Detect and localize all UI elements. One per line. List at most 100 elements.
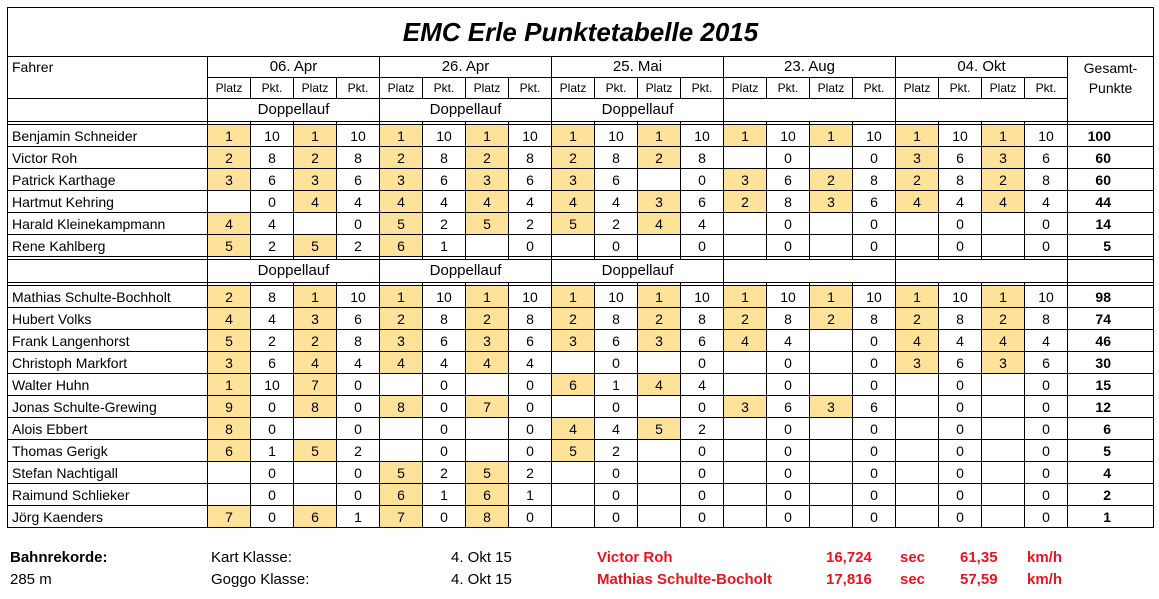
- pkt-cell: 0: [336, 483, 380, 506]
- platz-cell: 5: [465, 212, 509, 235]
- pkt-cell: 6: [938, 351, 982, 374]
- platz-cell: 4: [723, 329, 767, 352]
- pkt-cell: 8: [938, 168, 982, 191]
- platz-cell: 2: [207, 285, 251, 308]
- driver-row: Stefan Nachtigall 0 0 5 2 5 2 0 0 0 0 0 0 4: [7, 461, 1154, 484]
- platz-cell: 4: [895, 190, 939, 213]
- platz-cell: 5: [207, 234, 251, 257]
- pkt-cell: 10: [680, 124, 724, 147]
- pkt-cell: 0: [422, 505, 466, 528]
- platz-cell: 2: [551, 307, 595, 330]
- total-points: 5: [1067, 234, 1154, 257]
- pkt-cell: 10: [938, 285, 982, 308]
- pkt-cell: 0: [1024, 234, 1068, 257]
- spacer-row: [7, 256, 1154, 260]
- total-points: 6: [1067, 417, 1154, 440]
- platz-cell: 6: [293, 505, 337, 528]
- driver-name: Jörg Kaenders: [7, 505, 208, 528]
- platz-cell: 8: [465, 505, 509, 528]
- platz-cell: 1: [207, 124, 251, 147]
- platz-cell: [637, 439, 681, 462]
- pkt-cell: 0: [766, 417, 810, 440]
- pkt-cell: 10: [594, 285, 638, 308]
- platz-header: Platz: [809, 77, 853, 99]
- empty-cell: [7, 259, 208, 283]
- platz-cell: [207, 461, 251, 484]
- pkt-cell: 10: [250, 124, 294, 147]
- record-time-unit: sec: [900, 571, 926, 588]
- pkt-cell: 8: [250, 285, 294, 308]
- platz-cell: [723, 373, 767, 396]
- platz-cell: [551, 351, 595, 374]
- driver-row: Harald Kleinekampmann 4 4 0 5 2 5 2 5 2 4 4 0 0 0 0 14: [7, 212, 1154, 235]
- driver-row: Christoph Markfort 3 6 4 4 4 4 4 4 0 0 0 0 3 6 3 6 30: [7, 351, 1154, 374]
- platz-cell: 3: [809, 395, 853, 418]
- platz-header: Platz: [723, 77, 767, 99]
- platz-cell: [981, 439, 1025, 462]
- pkt-cell: 0: [336, 373, 380, 396]
- platz-cell: [809, 461, 853, 484]
- pkt-header: Pkt.: [336, 77, 380, 99]
- empty-cell: [895, 98, 1068, 122]
- pkt-cell: 0: [508, 234, 552, 257]
- platz-cell: [723, 461, 767, 484]
- platz-cell: 2: [895, 307, 939, 330]
- platz-cell: 5: [293, 234, 337, 257]
- driver-row: Jörg Kaenders 7 0 6 1 7 0 8 0 0 0 0 0 0 0 1: [7, 505, 1154, 528]
- platz-cell: 5: [551, 439, 595, 462]
- record-driver: Victor Roh: [597, 549, 673, 566]
- pkt-cell: 0: [250, 395, 294, 418]
- doppellauf-label: Doppellauf: [379, 259, 552, 283]
- total-points: 14: [1067, 212, 1154, 235]
- pkt-cell: 10: [508, 285, 552, 308]
- platz-header: Platz: [465, 77, 509, 99]
- driver-name: Patrick Karthage: [7, 168, 208, 191]
- platz-cell: 1: [981, 285, 1025, 308]
- platz-cell: 8: [293, 395, 337, 418]
- pkt-cell: 0: [508, 417, 552, 440]
- pkt-cell: 0: [852, 461, 896, 484]
- platz-cell: 1: [293, 285, 337, 308]
- pkt-cell: 8: [852, 168, 896, 191]
- platz-cell: 3: [981, 351, 1025, 374]
- total-points: 12: [1067, 395, 1154, 418]
- platz-cell: [809, 351, 853, 374]
- pkt-cell: 4: [336, 190, 380, 213]
- platz-cell: 2: [637, 146, 681, 169]
- pkt-cell: 10: [938, 124, 982, 147]
- total-points: 74: [1067, 307, 1154, 330]
- records-heading: Bahnrekorde:: [10, 549, 108, 566]
- platz-cell: [723, 351, 767, 374]
- pkt-cell: 4: [594, 190, 638, 213]
- platz-cell: [207, 190, 251, 213]
- driver-row: Jonas Schulte-Grewing 9 0 8 0 8 0 7 0 0 0 3 6 3 6 0 0 12: [7, 395, 1154, 418]
- pkt-cell: 8: [766, 307, 810, 330]
- platz-cell: 1: [465, 285, 509, 308]
- driver-name: Jonas Schulte-Grewing: [7, 395, 208, 418]
- pkt-cell: 0: [1024, 461, 1068, 484]
- platz-cell: [293, 417, 337, 440]
- platz-cell: 4: [981, 190, 1025, 213]
- platz-cell: [465, 417, 509, 440]
- driver-name: Victor Roh: [7, 146, 208, 169]
- total-points: 30: [1067, 351, 1154, 374]
- platz-cell: [895, 439, 939, 462]
- points-table: EMC Erle Punktetabelle 2015 Fahrer 06. A…: [7, 7, 1154, 528]
- platz-cell: 3: [207, 351, 251, 374]
- platz-cell: [551, 395, 595, 418]
- platz-cell: 3: [895, 351, 939, 374]
- driver-row: Patrick Karthage 3 6 3 6 3 6 3 6 3 6 0 3 6 2 8 2 8 2 8 60: [7, 168, 1154, 191]
- pkt-cell: 10: [1024, 285, 1068, 308]
- pkt-cell: 8: [1024, 168, 1068, 191]
- platz-cell: 4: [293, 190, 337, 213]
- pkt-cell: 10: [766, 124, 810, 147]
- driver-row: Raimund Schlieker 0 0 6 1 6 1 0 0 0 0 0 0 2: [7, 483, 1154, 506]
- pkt-header: Pkt.: [766, 77, 810, 99]
- platz-header: Platz: [207, 77, 251, 99]
- pkt-header: Pkt.: [852, 77, 896, 99]
- platz-cell: [379, 439, 423, 462]
- pkt-cell: 10: [680, 285, 724, 308]
- pkt-cell: 1: [422, 483, 466, 506]
- platz-cell: 1: [207, 373, 251, 396]
- pkt-cell: 0: [422, 439, 466, 462]
